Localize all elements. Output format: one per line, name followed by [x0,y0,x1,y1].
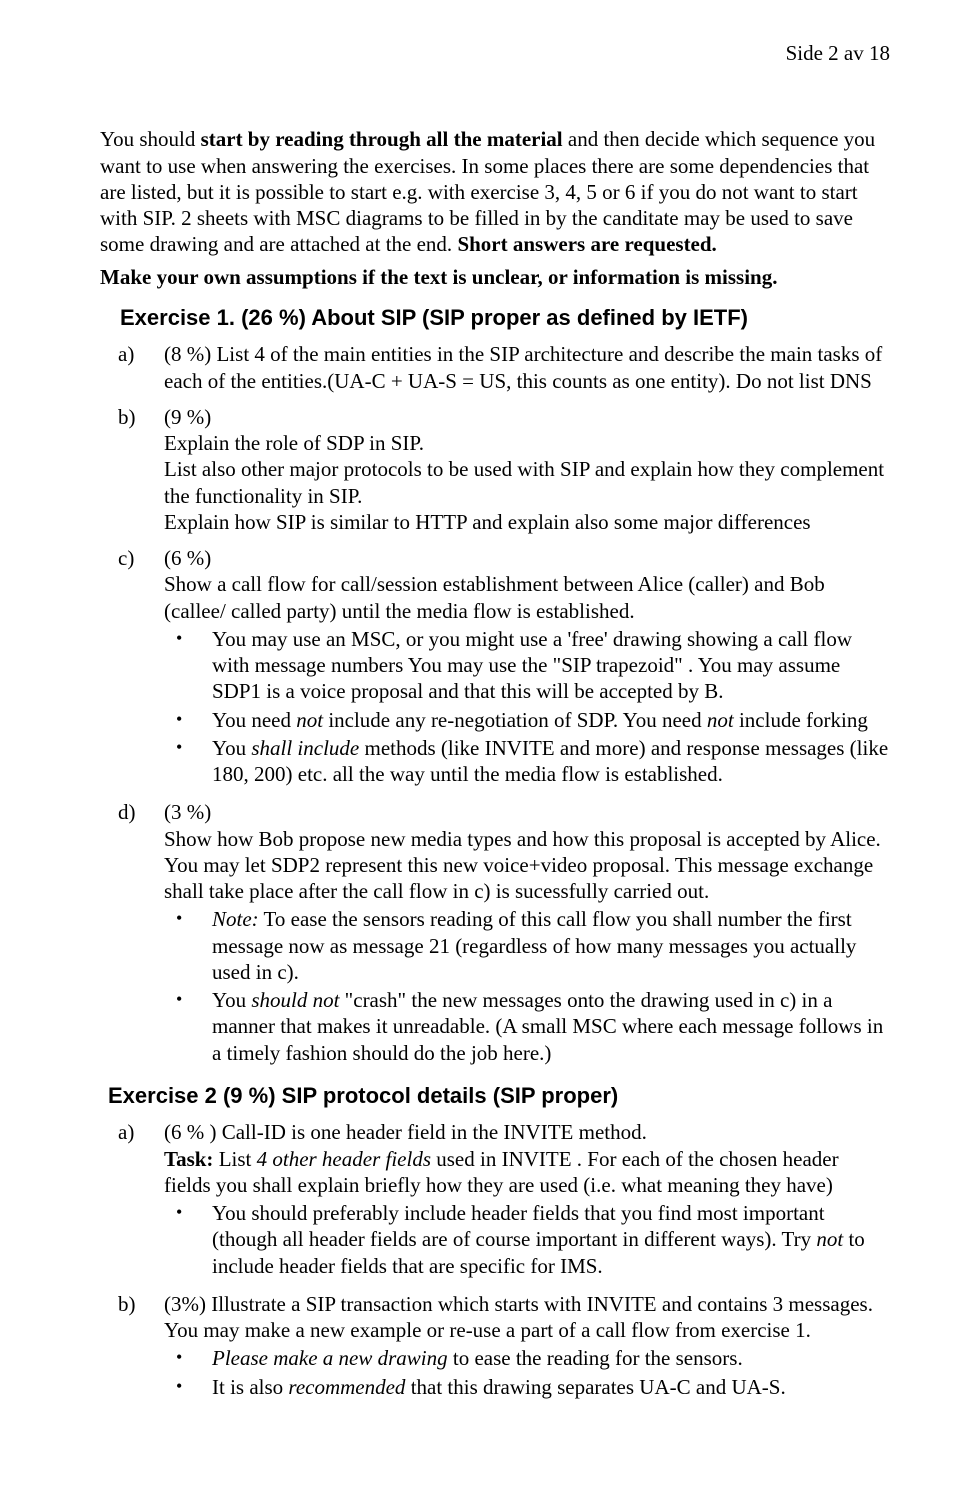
t: To ease the sensors reading of this call… [212,907,856,984]
ex1-b-line2: List also other major protocols to be us… [164,457,884,507]
ex1-a-content: (8 %) List 4 of the main entities in the… [164,341,890,394]
ex1-d-b1-text: Note: To ease the sensors reading of thi… [212,906,890,985]
ex2-a-line1: (6 % ) Call-ID is one header field in th… [164,1120,647,1144]
bullet-icon: • [164,987,212,1066]
ex2-a-bullets: • You should preferably include header f… [164,1200,890,1279]
ex1-d-b2-text: You should not "crash" the new messages … [212,987,890,1066]
t: You need [212,708,296,732]
ex1-b-pct: (9 %) [164,405,211,429]
t: Task: [164,1147,213,1171]
ex1-d-intro: Show how Bob propose new media types and… [164,827,881,904]
ex1-c-b2-text: You need not include any re-negotiation … [212,707,890,733]
t: to ease the reading for the sensors. [448,1346,743,1370]
t: that this drawing separates UA-C and UA-… [405,1375,785,1399]
ex1-c-content: (6 %) Show a call flow for call/session … [164,545,890,789]
intro-paragraph: You should start by reading through all … [100,126,890,257]
t: You should preferably include header fie… [212,1201,825,1251]
ex2-a-bullet-1: • You should preferably include header f… [164,1200,890,1279]
bullet-icon: • [164,1200,212,1279]
exercise-1-list: a) (8 %) List 4 of the main entities in … [100,341,890,1068]
ex1-c-marker: c) [100,545,164,789]
exercise-1-title: Exercise 1. (26 %) About SIP (SIP proper… [120,304,890,332]
exercise-2-list: a) (6 % ) Call-ID is one header field in… [100,1119,890,1402]
ex1-c-b3-text: You shall include methods (like INVITE a… [212,735,890,788]
ex1-c-bullet-2: • You need not include any re-negotiatio… [164,707,890,733]
t: You [212,736,251,760]
ex1-d-bullet-2: • You should not "crash" the new message… [164,987,890,1066]
ex1-d-pct: (3 %) [164,800,211,824]
ex1-c-bullet-1: • You may use an MSC, or you might use a… [164,626,890,705]
ex2-item-b: b) (3%) Illustrate a SIP transaction whi… [100,1291,890,1402]
ex1-c-bullets: • You may use an MSC, or you might use a… [164,626,890,788]
ex2-b-content: (3%) Illustrate a SIP transaction which … [164,1291,890,1402]
ex1-item-b: b) (9 %) Explain the role of SDP in SIP.… [100,404,890,535]
ex2-b-marker: b) [100,1291,164,1402]
intro-short-answers: Short answers are requested. [457,232,716,256]
ex2-b-b2-text: It is also recommended that this drawing… [212,1374,890,1400]
ex1-b-line3: Explain how SIP is similar to HTTP and e… [164,510,811,534]
ex1-b-marker: b) [100,404,164,535]
ex2-a-content: (6 % ) Call-ID is one header field in th… [164,1119,890,1281]
t: 4 other header fields [257,1147,431,1171]
ex1-item-a: a) (8 %) List 4 of the main entities in … [100,341,890,394]
t: You [212,988,251,1012]
ex2-b-b1-text: Please make a new drawing to ease the re… [212,1345,890,1371]
ex1-a-marker: a) [100,341,164,394]
ex2-b-line1: (3%) Illustrate a SIP transaction which … [164,1292,873,1342]
ex2-a-b1-text: You should preferably include header fie… [212,1200,890,1279]
t: Please make a new drawing [212,1346,448,1370]
intro-text-1: You should [100,127,201,151]
ex2-item-a: a) (6 % ) Call-ID is one header field in… [100,1119,890,1281]
t: It is also [212,1375,288,1399]
t: Note: [212,907,259,931]
t: not [296,708,323,732]
ex1-c-b1-text: You may use an MSC, or you might use a '… [212,626,890,705]
ex1-c-bullet-3: • You shall include methods (like INVITE… [164,735,890,788]
ex2-a-marker: a) [100,1119,164,1281]
ex1-d-content: (3 %) Show how Bob propose new media typ… [164,799,890,1068]
t: shall include [251,736,359,760]
ex1-item-d: d) (3 %) Show how Bob propose new media … [100,799,890,1068]
t: not [707,708,734,732]
intro-emphasis: start by reading through all the materia… [201,127,563,151]
t: include forking [734,708,868,732]
t: List [213,1147,256,1171]
page-number: Side 2 av 18 [100,40,890,66]
ex1-d-bullet-1: • Note: To ease the sensors reading of t… [164,906,890,985]
bullet-icon: • [164,1374,212,1400]
t: recommended [288,1375,405,1399]
t: include any re-negotiation of SDP. You n… [323,708,707,732]
t: not [816,1227,843,1251]
bullet-icon: • [164,735,212,788]
t: should not [251,988,339,1012]
bullet-icon: • [164,1345,212,1371]
bullet-icon: • [164,626,212,705]
bullet-icon: • [164,707,212,733]
ex2-b-bullets: • Please make a new drawing to ease the … [164,1345,890,1400]
ex1-item-c: c) (6 %) Show a call flow for call/sessi… [100,545,890,789]
bullet-icon: • [164,906,212,985]
ex1-c-intro: Show a call flow for call/session establ… [164,572,825,622]
ex1-c-pct: (6 %) [164,546,211,570]
ex1-b-line1: Explain the role of SDP in SIP. [164,431,424,455]
assumptions-note: Make your own assumptions if the text is… [100,264,890,290]
ex1-b-content: (9 %) Explain the role of SDP in SIP. Li… [164,404,890,535]
ex1-d-marker: d) [100,799,164,1068]
ex1-d-bullets: • Note: To ease the sensors reading of t… [164,906,890,1066]
exercise-2-title: Exercise 2 (9 %) SIP protocol details (S… [108,1082,890,1110]
ex2-b-bullet-2: • It is also recommended that this drawi… [164,1374,890,1400]
ex2-b-bullet-1: • Please make a new drawing to ease the … [164,1345,890,1371]
